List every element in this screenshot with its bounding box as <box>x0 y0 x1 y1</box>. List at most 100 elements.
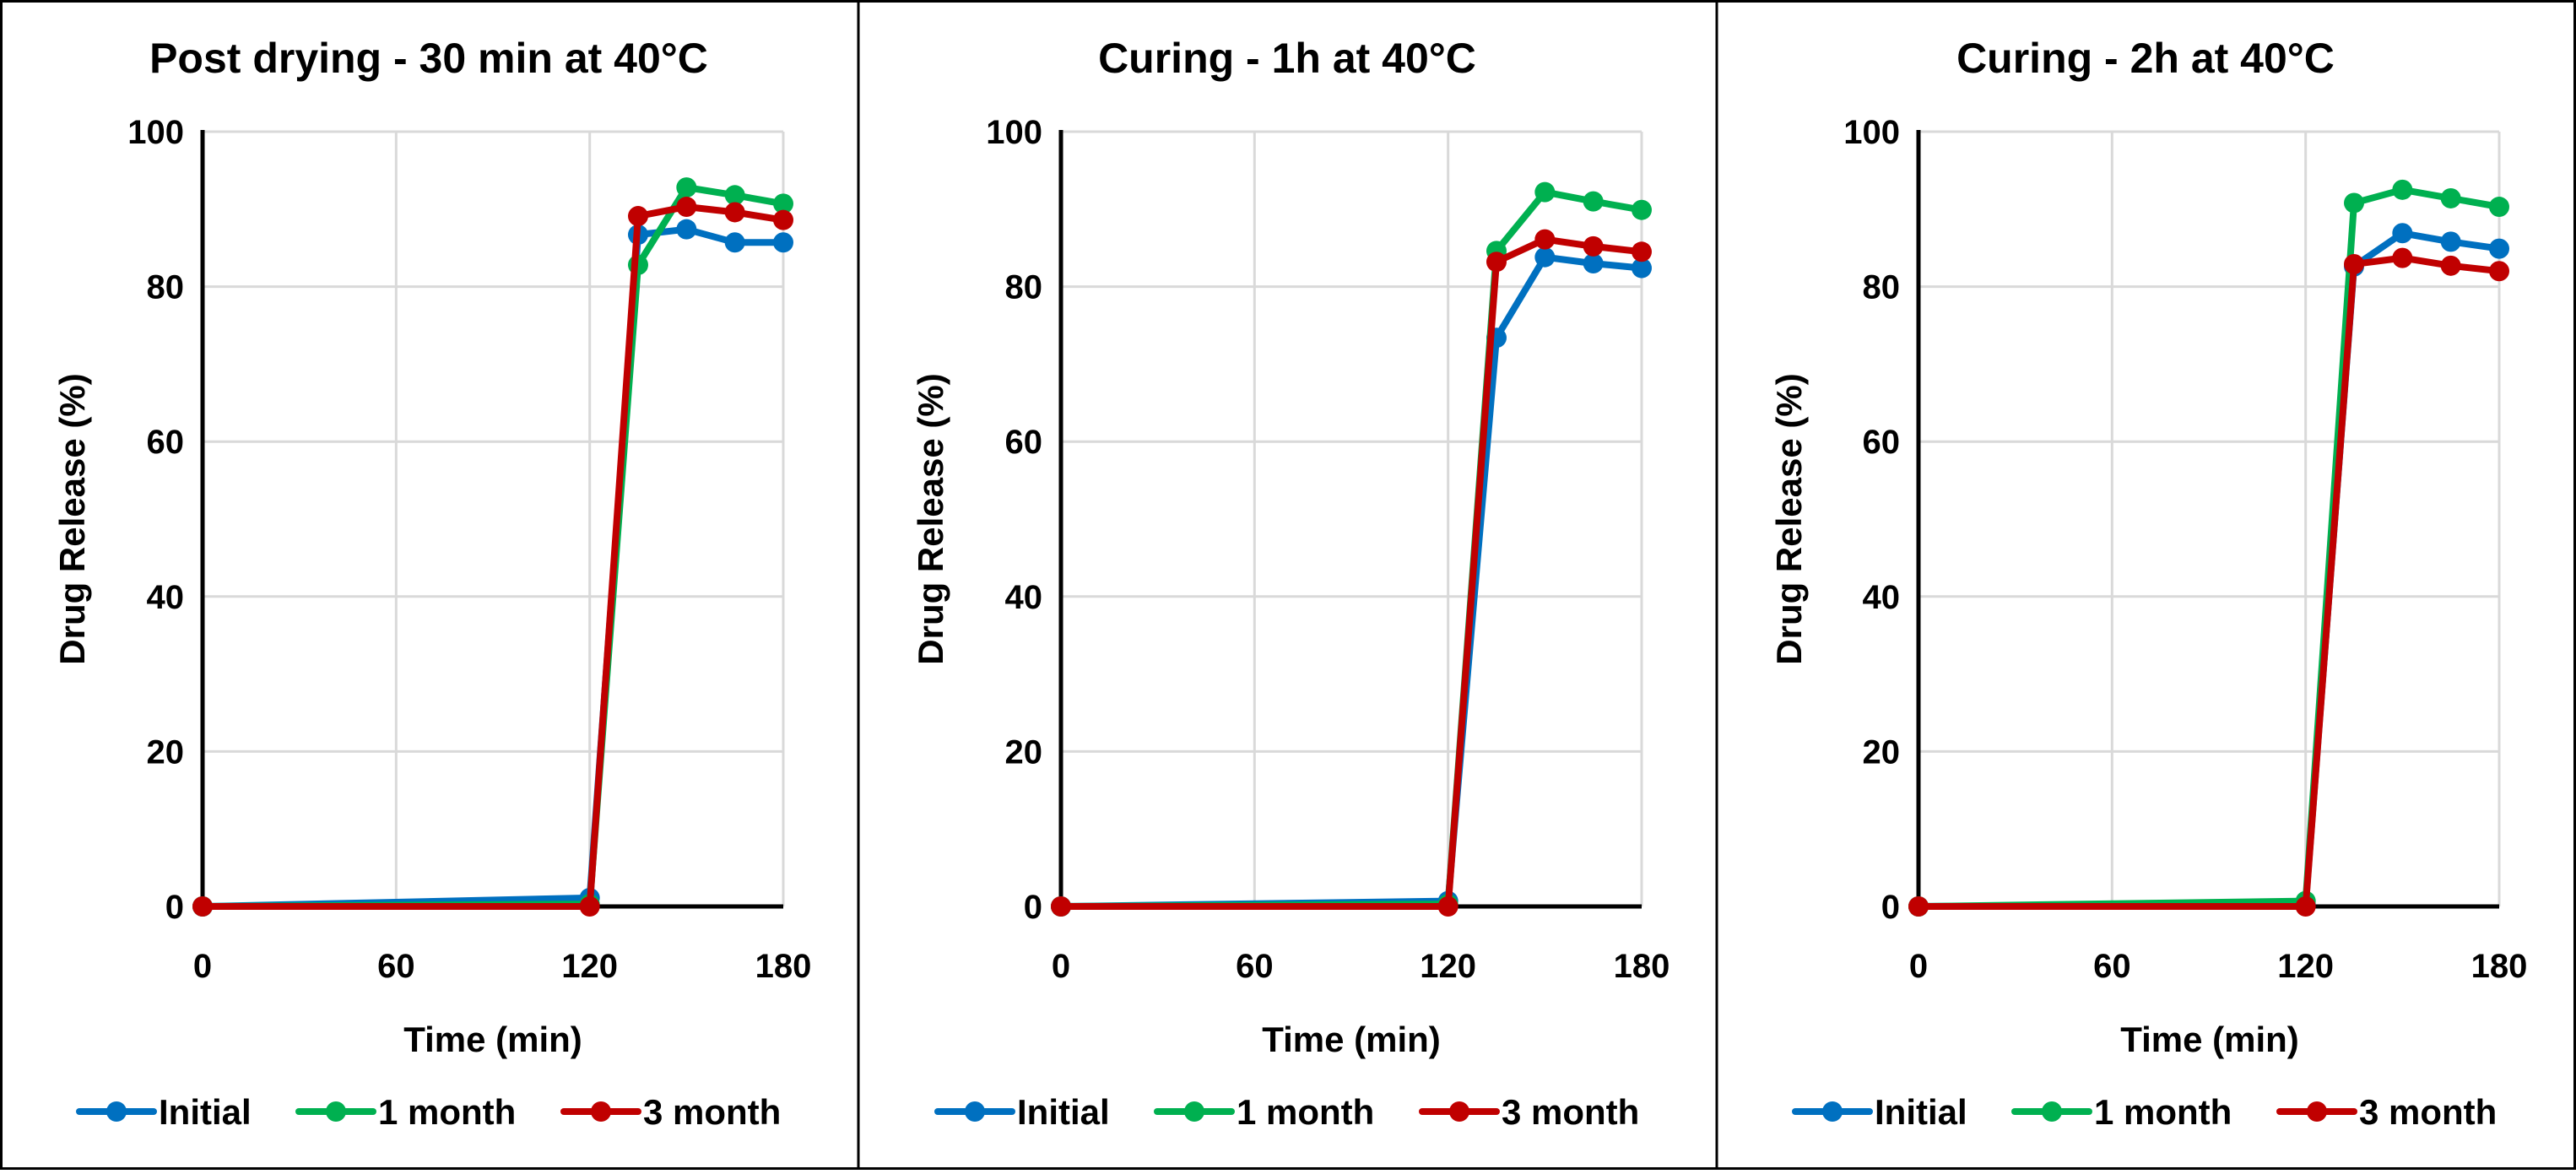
data-point <box>773 232 793 253</box>
y-tick-label: 0 <box>1881 889 1900 926</box>
y-tick-label: 80 <box>1005 269 1043 306</box>
panel-1: Post drying - 30 min at 40°C 0 20 40 60 80 10… <box>52 35 811 1132</box>
tick-labels: 0 20 40 60 80 100 0 60 120 180 <box>1843 114 2527 985</box>
tick-labels: 0 20 40 60 80 100 0 60 120 180 <box>127 114 811 985</box>
data-point <box>2489 197 2509 218</box>
data-point <box>773 193 793 214</box>
data-point <box>724 185 745 206</box>
legend-item: Initial <box>76 1092 252 1132</box>
data-point <box>1583 253 1604 274</box>
x-axis-label: Time (min) <box>2120 1020 2299 1059</box>
panel-title: Curing - 1h at 40°C <box>1098 35 1476 82</box>
legend-marker-icon <box>2042 1101 2062 1122</box>
data-point <box>1583 235 1604 257</box>
legend-label: Initial <box>1017 1092 1110 1132</box>
legend: Initial 1 month 3 month <box>76 1092 781 1132</box>
panel-3: Curing - 2h at 40°C 0 20 40 60 80 100 0 60 120 18… <box>1769 35 2527 1132</box>
legend-label: 1 month <box>1237 1092 1374 1132</box>
panel-title: Post drying - 30 min at 40°C <box>149 35 708 82</box>
panel-2: Curing - 1h at 40°C 0 20 40 60 80 100 0 60 120 18… <box>911 35 1670 1132</box>
data-point <box>1437 896 1458 917</box>
data-point <box>2344 253 2364 274</box>
data-point <box>192 896 213 917</box>
grid <box>1918 130 2501 906</box>
x-tick-label: 120 <box>561 948 618 985</box>
data-point <box>1486 252 1507 273</box>
x-axis-label: Time (min) <box>1262 1020 1441 1059</box>
series-3-month <box>1908 247 2509 917</box>
y-tick-label: 60 <box>1863 424 1901 461</box>
y-tick-label: 20 <box>147 733 185 771</box>
x-tick-label: 0 <box>193 948 212 985</box>
y-tick-label: 80 <box>1863 269 1901 306</box>
legend-label: Initial <box>159 1092 252 1132</box>
grid <box>203 130 785 906</box>
data-point <box>1632 257 1652 279</box>
x-tick-label: 60 <box>377 948 415 985</box>
x-tick-label: 180 <box>2471 948 2528 985</box>
legend-label: 3 month <box>2359 1092 2497 1132</box>
data-point <box>628 206 648 227</box>
y-tick-label: 40 <box>1863 579 1901 616</box>
legend-marker-icon <box>1184 1101 1204 1122</box>
y-tick-label: 40 <box>147 579 185 616</box>
legend-item: Initial <box>934 1092 1110 1132</box>
y-tick-label: 20 <box>1863 733 1901 771</box>
legend: Initial 1 month 3 month <box>934 1092 1639 1132</box>
y-axis-label: Drug Release (%) <box>911 373 950 664</box>
data-point <box>676 197 697 218</box>
y-tick-label: 60 <box>1005 424 1043 461</box>
data-point <box>1534 181 1556 203</box>
series-3-month <box>1051 229 1652 917</box>
legend-label: 1 month <box>2094 1092 2232 1132</box>
x-axis-label: Time (min) <box>403 1020 582 1059</box>
x-tick-label: 180 <box>1614 948 1670 985</box>
panel-title: Curing - 2h at 40°C <box>1956 35 2335 82</box>
y-tick-label: 20 <box>1005 733 1043 771</box>
data-point <box>2295 896 2316 917</box>
legend-marker-icon <box>2307 1101 2327 1122</box>
legend-marker-icon <box>591 1101 611 1122</box>
data-point <box>1534 246 1556 268</box>
legend-label: Initial <box>1875 1092 1967 1132</box>
data-point <box>2440 255 2461 276</box>
legend-item: 3 month <box>560 1092 781 1132</box>
x-tick-label: 120 <box>1420 948 1476 985</box>
data-point <box>1583 191 1604 212</box>
data-point <box>2392 247 2413 268</box>
data-point <box>1534 229 1556 250</box>
legend-item: 3 month <box>2276 1092 2497 1132</box>
legend-item: 1 month <box>1154 1092 1374 1132</box>
data-point <box>2344 192 2364 214</box>
data-point <box>579 896 600 917</box>
data-point <box>1908 896 1929 917</box>
y-tick-label: 100 <box>127 114 184 151</box>
x-tick-label: 180 <box>755 948 812 985</box>
x-tick-label: 0 <box>1909 948 1928 985</box>
data-point <box>2392 223 2413 244</box>
y-tick-label: 60 <box>147 424 185 461</box>
data-point <box>2489 238 2509 259</box>
y-tick-label: 0 <box>165 889 184 926</box>
legend-marker-icon <box>106 1101 127 1122</box>
legend-label: 1 month <box>378 1092 516 1132</box>
data-point <box>2440 231 2461 252</box>
data-point <box>1632 241 1652 262</box>
data-point <box>1051 896 1071 917</box>
tick-labels: 0 20 40 60 80 100 0 60 120 180 <box>986 114 1670 985</box>
y-axis-label: Drug Release (%) <box>1769 373 1809 664</box>
y-tick-label: 100 <box>986 114 1042 151</box>
data-point <box>1632 199 1652 220</box>
data-point <box>676 177 697 198</box>
y-axis-label: Drug Release (%) <box>52 373 92 664</box>
legend-item: Initial <box>1792 1092 1967 1132</box>
x-tick-label: 60 <box>1236 948 1274 985</box>
y-tick-label: 80 <box>147 269 185 306</box>
data-point <box>724 232 745 253</box>
legend-item: 3 month <box>1419 1092 1639 1132</box>
series-layer <box>1051 181 1652 917</box>
